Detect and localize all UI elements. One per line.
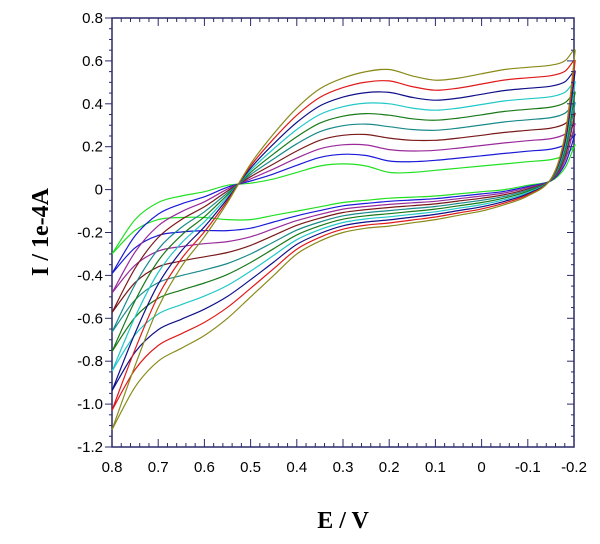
y-axis-ticks (105, 17, 574, 448)
y-tick-label: 0 (95, 182, 103, 199)
cv-curve-4 (111, 112, 576, 313)
x-tick-label: 0.3 (333, 459, 354, 476)
x-tick-label: 0.5 (240, 459, 261, 476)
x-tick-label: 0.2 (379, 459, 400, 476)
cv-curve-1 (111, 144, 576, 255)
x-axis-title: E / V (317, 508, 369, 534)
y-tick-label: -1.2 (77, 439, 103, 456)
y-axis-title: I / 1e-4A (28, 187, 54, 276)
x-tick-label: 0.6 (194, 459, 215, 476)
cv-curve-5 (111, 102, 576, 333)
x-tick-label: -0.2 (561, 459, 587, 476)
cv-curve-3 (111, 123, 576, 294)
y-tick-label: 0.2 (82, 139, 103, 156)
x-tick-label: 0.4 (286, 459, 307, 476)
x-tick-label: 0.8 (102, 459, 123, 476)
y-tick-label: -1.0 (77, 396, 103, 413)
cv-curve-8 (111, 70, 576, 392)
x-tick-label: 0.7 (148, 459, 169, 476)
cv-curve-2 (111, 133, 576, 274)
y-tick-label: -0.4 (77, 267, 103, 284)
y-tick-label: -0.6 (77, 310, 103, 327)
y-tick-label: 0.8 (82, 10, 103, 27)
x-axis-tick-labels: 0.8 0.7 0.6 0.5 0.4 0.3 0.2 0.1 0 -0.1 -0.2 (102, 459, 587, 476)
x-tick-label: -0.1 (515, 459, 541, 476)
cv-curve-6 (111, 91, 576, 353)
x-tick-label: 0.1 (425, 459, 446, 476)
x-axis-ticks (111, 18, 575, 447)
y-tick-label: -0.2 (77, 225, 103, 242)
y-tick-label: 0.6 (82, 53, 103, 70)
y-axis-tick-labels: 0.8 0.6 0.4 0.2 0 -0.2 -0.4 -0.6 -0.8 -1.0 -1.2 (77, 10, 103, 456)
cv-curve-7 (111, 81, 576, 372)
y-tick-label: -0.8 (77, 353, 103, 370)
cv-curve-9 (111, 59, 576, 411)
curves (111, 49, 576, 431)
y-tick-label: 0.4 (82, 96, 103, 113)
x-tick-label: 0 (477, 459, 485, 476)
cv-curve-10 (111, 49, 576, 431)
